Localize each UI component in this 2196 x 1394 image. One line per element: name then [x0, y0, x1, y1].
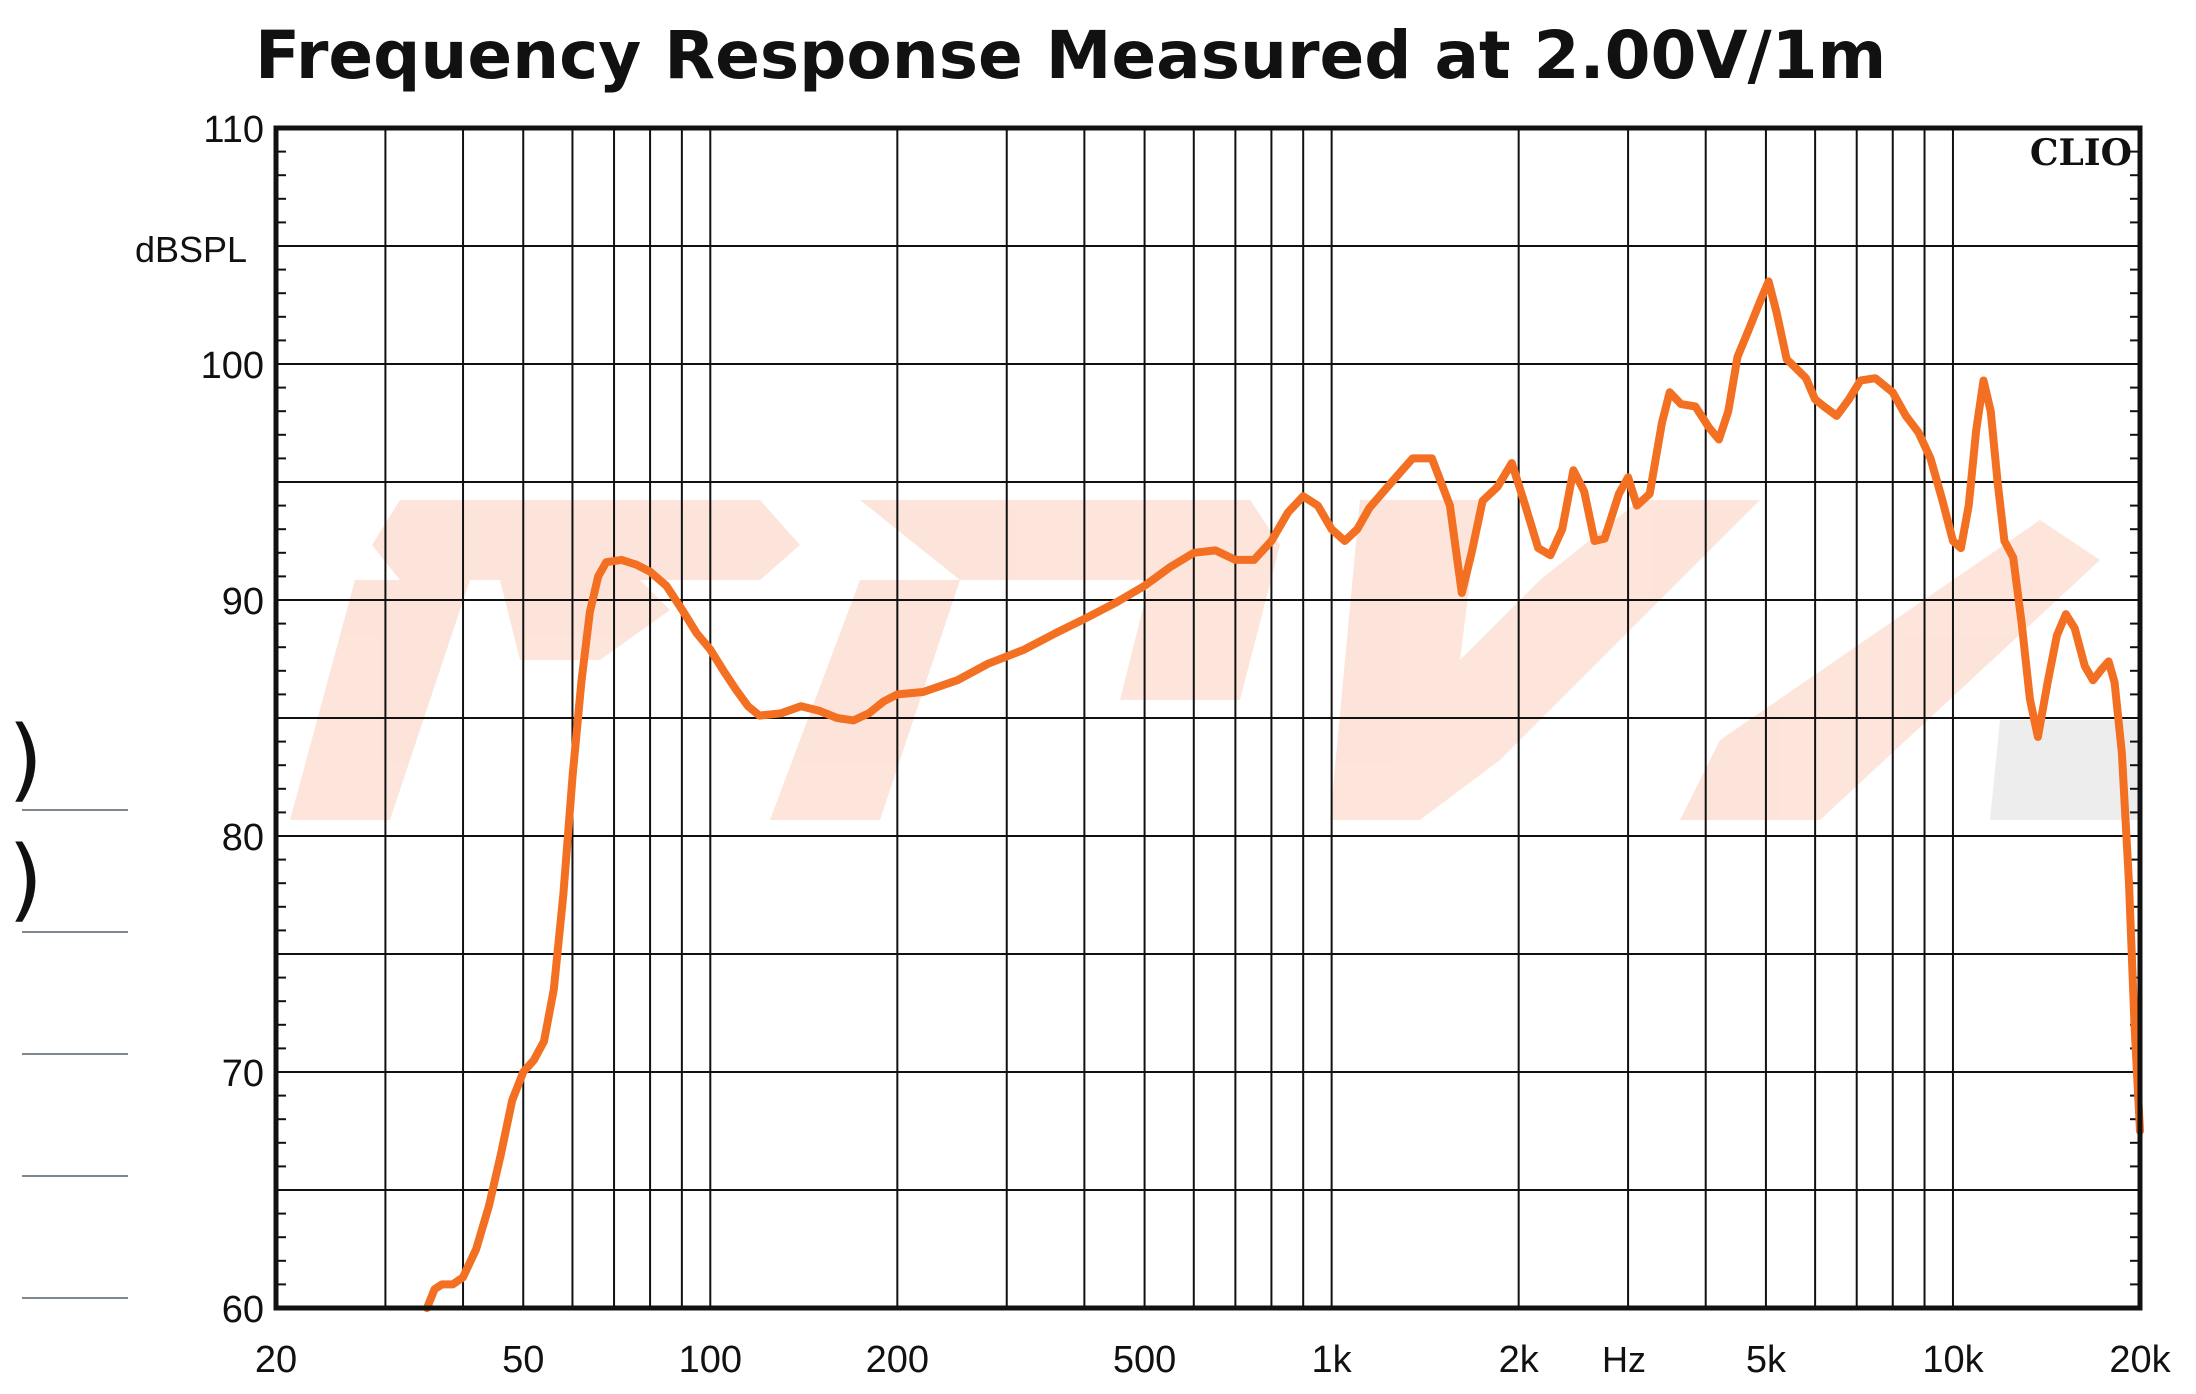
x-tick-label: 2k [1499, 1339, 1540, 1381]
chart-title: Frequency Response Measured at 2.00V/1m [255, 17, 1886, 94]
side-mark-1: ) [8, 707, 43, 812]
y-tick-label: 70 [222, 1053, 264, 1095]
x-tick-label: 500 [1113, 1339, 1176, 1381]
plot-grid [276, 127, 2140, 1309]
y-tick-label: 60 [222, 1289, 264, 1331]
y-tick-label: 90 [222, 581, 264, 623]
x-tick-label: 100 [679, 1339, 742, 1381]
frequency-response-line [423, 277, 2144, 1312]
x-tick-label: 200 [866, 1339, 929, 1381]
left-edge-fragment: ) ) [8, 707, 128, 1299]
y-tick-label: 100 [201, 345, 264, 387]
clio-brand-label: CLIO [2030, 132, 2132, 174]
plot-frame [273, 125, 2143, 1311]
y-axis-label: dBSPL [135, 229, 247, 270]
side-mark-2: ) [8, 827, 43, 932]
y-tick-label: 80 [222, 817, 264, 859]
y-tick-label: 110 [203, 109, 264, 151]
x-tick-label: 10k [1922, 1339, 1984, 1381]
axis-tick-labels: 60 70 80 90 100 110 20 50 100 200 500 1k 2k 5k 10k 20k [201, 109, 2172, 1381]
x-unit-label: Hz [1602, 1339, 1646, 1380]
x-tick-label: 20k [2109, 1339, 2171, 1381]
x-tick-label: 1k [1312, 1339, 1353, 1381]
watermark-logo [290, 500, 2140, 820]
series-layer [423, 277, 2144, 1312]
x-tick-label: 50 [502, 1339, 544, 1381]
x-tick-label: 20 [255, 1339, 297, 1381]
x-tick-label: 5k [1746, 1339, 1787, 1381]
